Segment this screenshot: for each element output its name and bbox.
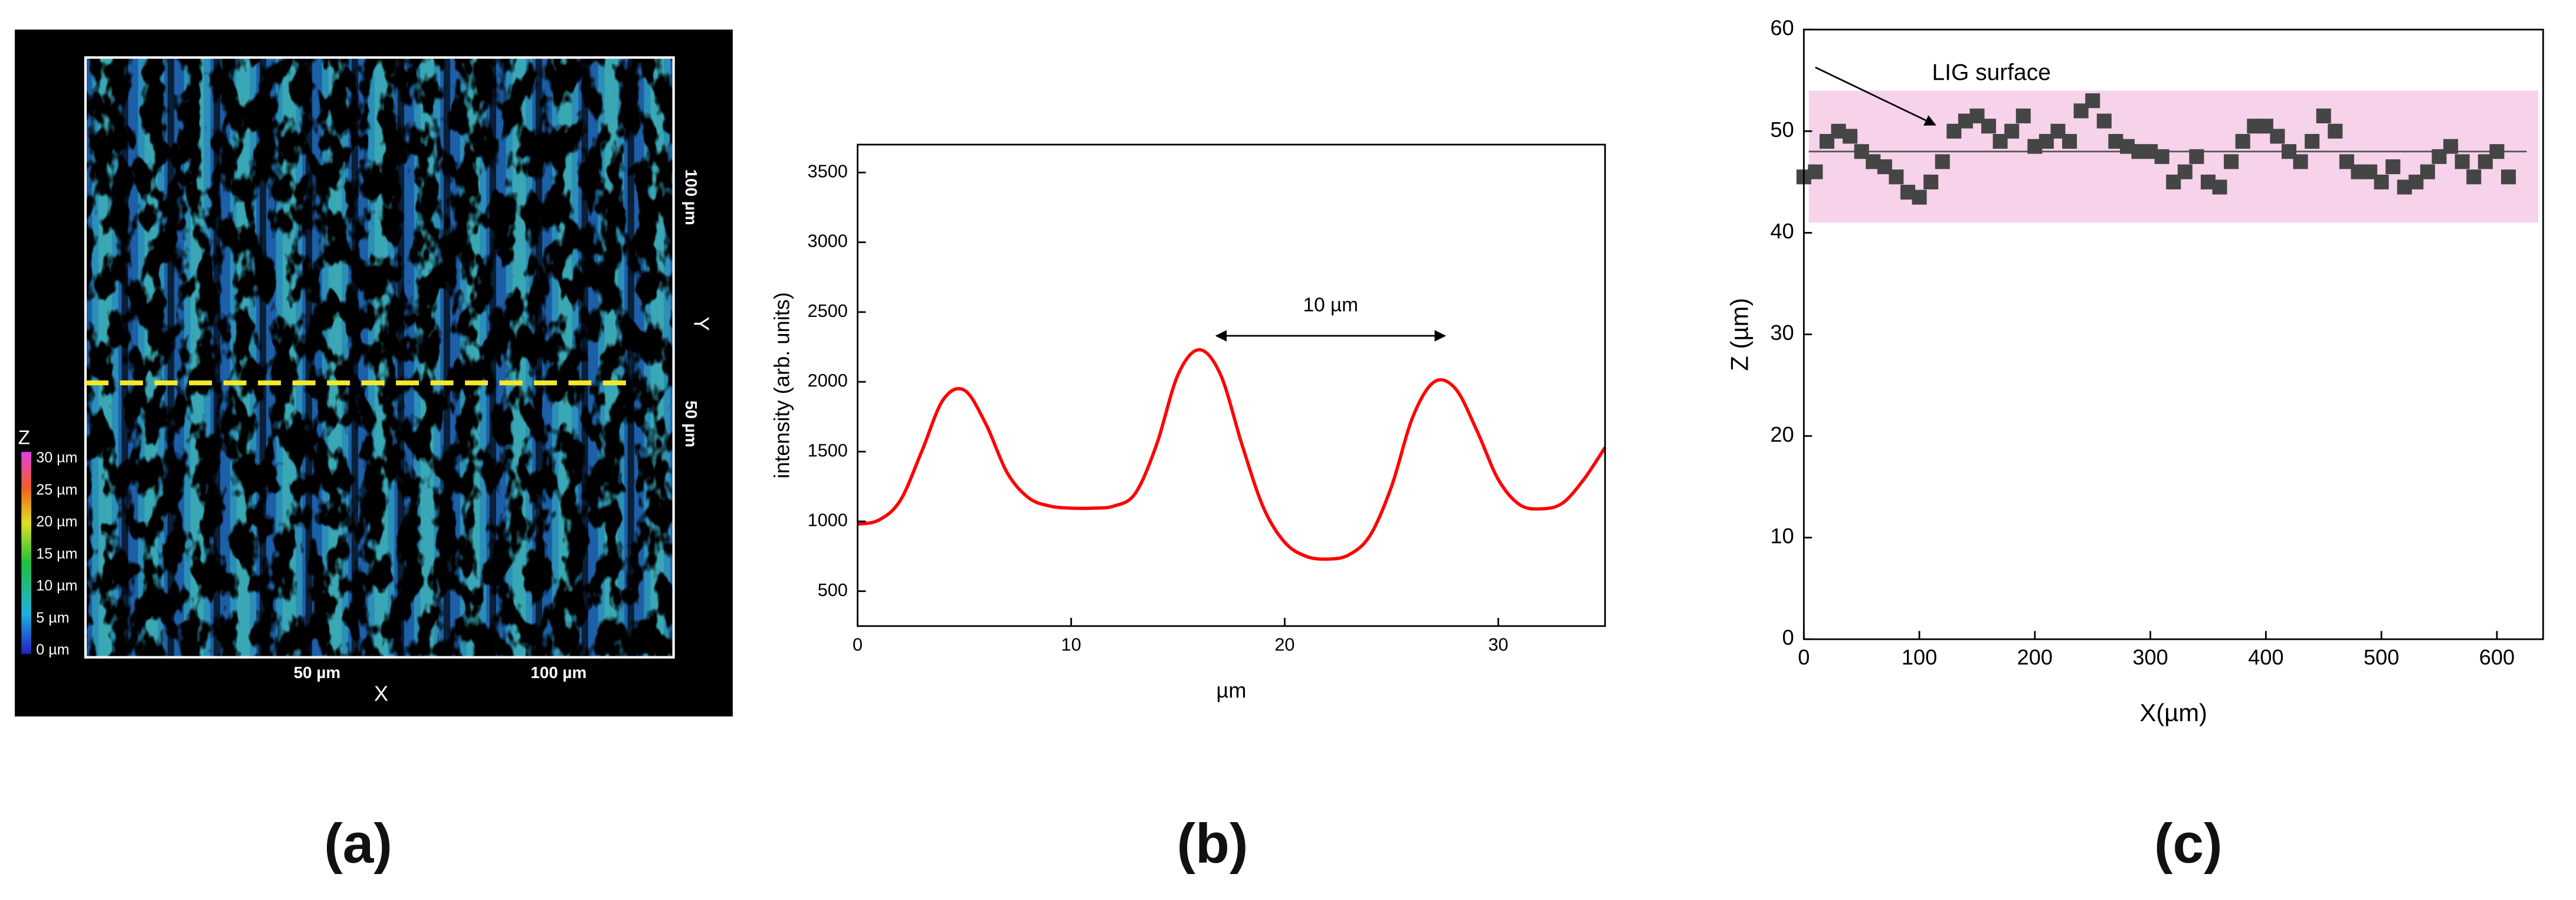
y-tick-label: 1500: [808, 440, 848, 460]
marker: [2004, 123, 2020, 139]
marker: [2385, 159, 2401, 175]
x-tick-label: 50 µm: [294, 663, 340, 682]
annotation-arrow: [1815, 66, 1936, 126]
marker: [1912, 189, 1927, 205]
plot-frame: [857, 143, 1606, 627]
y-axis-label: Z (µm): [1726, 298, 1754, 371]
marker: [2293, 154, 2308, 169]
y-axis-label: intensity (arb. units): [770, 292, 794, 479]
y-tick-label: 20: [1770, 422, 1794, 446]
annotation: LIG surface: [1932, 60, 2050, 86]
z-label: Z: [18, 427, 30, 449]
marker: [2224, 154, 2239, 169]
marker: [1889, 169, 1904, 185]
marker: [2328, 123, 2343, 139]
y-tick-label: 0: [1782, 626, 1794, 650]
annotation: 10 µm: [1303, 294, 1358, 316]
y-tick-label: 40: [1770, 219, 1794, 243]
marker: [2177, 164, 2192, 179]
marker: [2154, 149, 2169, 164]
x-axis-label: µm: [1216, 678, 1246, 702]
marker: [2305, 133, 2320, 149]
band: [1808, 90, 2538, 223]
marker: [2454, 154, 2470, 169]
colorbar-label: 25 µm: [36, 482, 77, 498]
x-tick-label: 0: [1798, 645, 1810, 669]
x-tick-label: 0: [853, 634, 863, 654]
y-tick-label: 60: [1770, 16, 1794, 40]
marker: [1843, 129, 1858, 144]
y-tick-label: 100 µm: [682, 169, 700, 225]
marker: [2096, 113, 2112, 129]
marker: [2374, 174, 2389, 189]
marker: [1935, 154, 1950, 169]
x-tick-label: 500: [2364, 645, 2399, 669]
image-border: [84, 56, 675, 659]
x-tick-label: 100: [1902, 645, 1937, 669]
y-tick-label: 2000: [808, 371, 848, 391]
data-line: [857, 348, 1607, 561]
y-tick-label: 500: [818, 580, 848, 600]
marker: [2316, 108, 2331, 123]
panel-label: (b): [1176, 813, 1248, 875]
marker: [1923, 174, 1939, 189]
x-tick-label: 400: [2248, 645, 2283, 669]
marker: [1808, 164, 1823, 179]
colorbar-label: 0 µm: [36, 642, 69, 658]
marker: [2189, 149, 2204, 164]
marker: [1981, 119, 1997, 134]
marker: [2235, 133, 2250, 149]
colorbar: [21, 451, 31, 654]
image-panel: [15, 30, 733, 716]
colorbar-label: 30 µm: [36, 449, 77, 466]
y-tick-label: 3500: [808, 161, 848, 181]
marker: [2489, 144, 2505, 159]
panel-label: (a): [324, 813, 392, 875]
x-tick-label: 200: [2017, 645, 2053, 669]
y-tick-label: 3000: [808, 231, 848, 251]
y-tick-label: 10: [1770, 524, 1794, 548]
x-label: X: [374, 681, 388, 705]
x-tick-label: 20: [1274, 634, 1294, 654]
marker: [2420, 164, 2436, 179]
marker: [2466, 169, 2482, 185]
marker: [2015, 108, 2031, 123]
marker: [2062, 133, 2077, 149]
panel-label: (c): [2154, 813, 2223, 875]
y-tick-label: 30: [1770, 320, 1794, 345]
marker: [2270, 129, 2285, 144]
x-tick-label: 600: [2479, 645, 2515, 669]
y-label: Y: [690, 316, 714, 330]
marker: [2212, 179, 2227, 195]
marker: [2500, 169, 2516, 185]
x-tick-label: 30: [1488, 634, 1508, 654]
x-tick-label: 300: [2132, 645, 2168, 669]
y-tick-label: 50 µm: [682, 401, 700, 447]
x-tick-label: 10: [1061, 634, 1081, 654]
y-tick-label: 50: [1770, 117, 1794, 142]
x-axis-label: X(µm): [2140, 699, 2208, 726]
marker: [2443, 139, 2459, 154]
colorbar-label: 10 µm: [36, 578, 77, 594]
colorbar-label: 15 µm: [36, 545, 77, 562]
marker: [2085, 93, 2100, 109]
surface-texture: [85, 57, 674, 657]
colorbar-label: 5 µm: [36, 610, 69, 626]
x-tick-label: 100 µm: [530, 663, 586, 682]
y-tick-label: 2500: [808, 301, 848, 321]
colorbar-label: 20 µm: [36, 513, 77, 530]
y-tick-label: 1000: [808, 510, 848, 531]
